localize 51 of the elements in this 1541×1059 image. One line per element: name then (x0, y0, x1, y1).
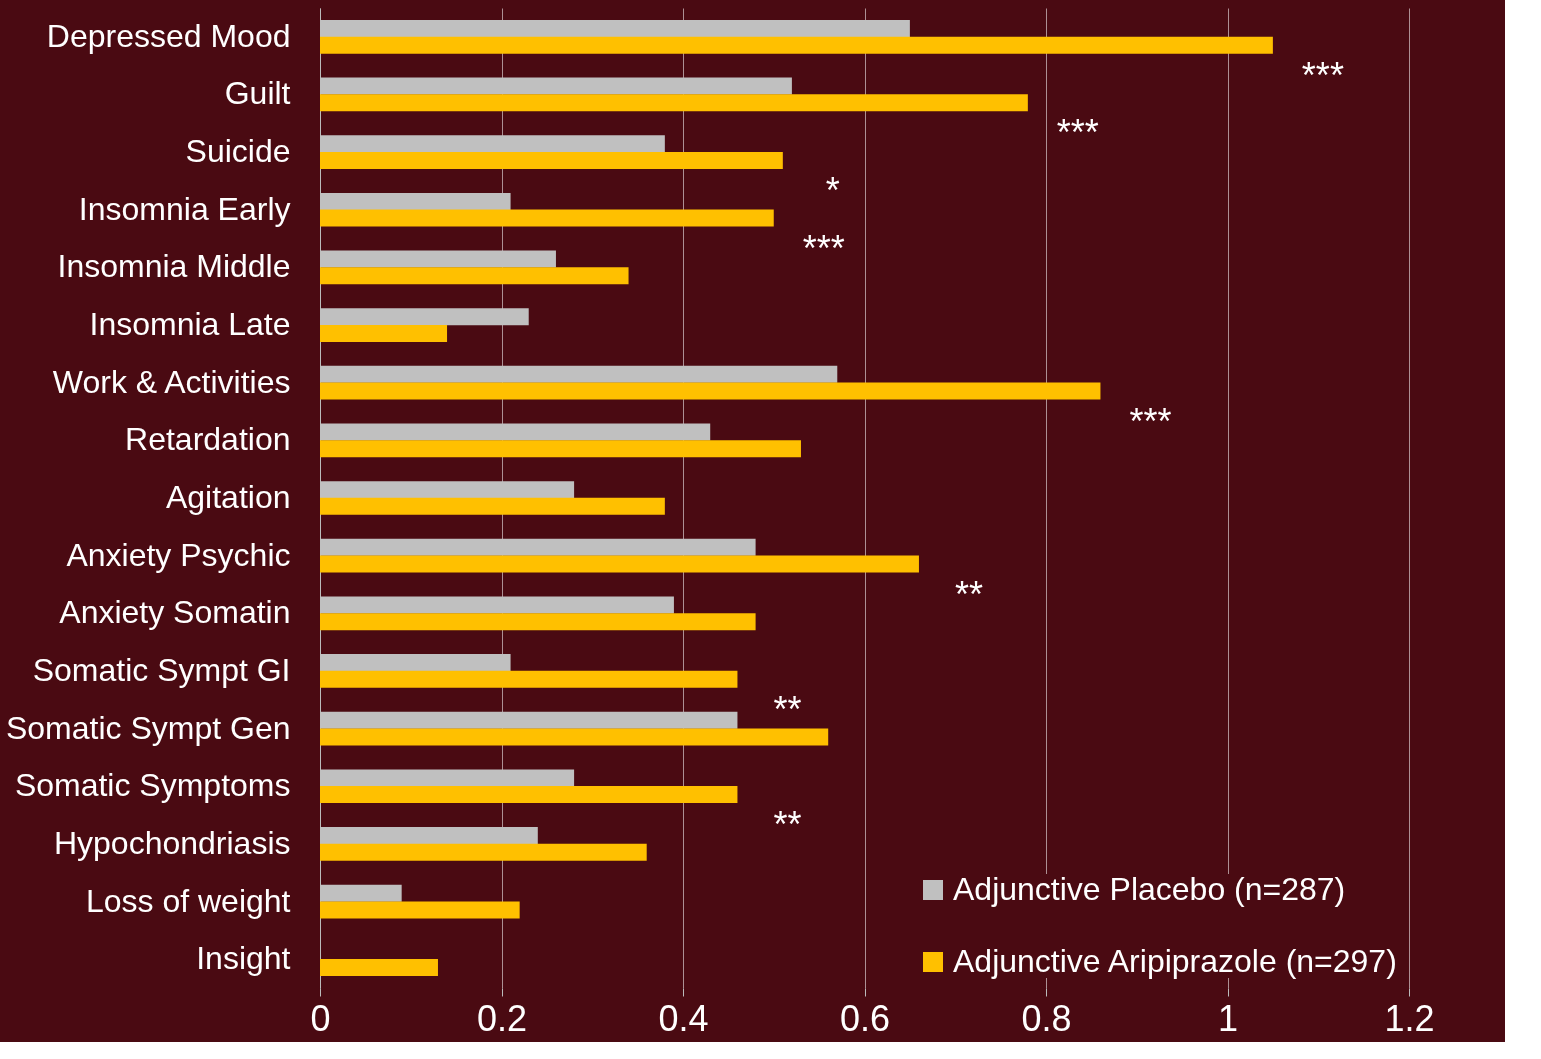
annotation: *** (802, 227, 845, 269)
y-tick-label: Insomnia Middle (57, 248, 291, 285)
x-tick-label: 0.8 (1021, 997, 1072, 1039)
y-tick-label: Suicide (185, 133, 291, 170)
bar (320, 36, 1273, 54)
bar (320, 613, 756, 631)
bar (320, 786, 738, 804)
y-tick-label: Insomnia Late (89, 306, 291, 343)
bar (320, 497, 665, 515)
y-tick-label: Somatic Sympt GI (32, 651, 291, 688)
annotation: ** (773, 804, 802, 846)
bar (320, 728, 829, 746)
annotation: ** (773, 688, 802, 730)
y-tick-label: Anxiety Somatin (59, 594, 291, 631)
y-tick-label: Agitation (165, 479, 291, 515)
y-tick-label: Somatic Sympt Gen (5, 709, 291, 746)
y-tick-label: Retardation (125, 421, 291, 458)
x-tick-label: 0 (310, 997, 331, 1039)
y-tick-label: Insight (196, 940, 291, 977)
x-tick-label: 0.2 (476, 997, 528, 1039)
annotation: * (825, 170, 840, 212)
bar (320, 94, 1028, 112)
annotation: *** (1056, 112, 1099, 154)
bar (320, 209, 774, 227)
annotation: *** (1129, 400, 1172, 442)
y-tick-label: Loss of weight (85, 882, 291, 919)
y-tick-label: Hypochondriasis (53, 824, 291, 861)
y-tick-label: Somatic Symptoms (14, 767, 291, 804)
x-tick-label: 0.6 (839, 997, 891, 1039)
bar (320, 901, 520, 919)
y-tick-label: Guilt (224, 75, 291, 112)
x-tick-label: 0.4 (658, 997, 709, 1039)
bar (320, 324, 448, 342)
x-tick-label: 1.2 (1384, 997, 1435, 1039)
bar (320, 440, 801, 458)
legend-label: Adjunctive Placebo (n=287) (953, 871, 1346, 907)
annotation: *** (1301, 54, 1344, 96)
x-tick-label: 1 (1217, 997, 1239, 1039)
bar (320, 843, 647, 861)
legend-label: Adjunctive Aripiprazole (n=297) (953, 943, 1397, 979)
y-tick-label: Anxiety Psychic (66, 536, 291, 573)
bar (320, 151, 783, 169)
bar (320, 382, 1101, 400)
bar (320, 267, 629, 285)
y-tick-label: Depressed Mood (46, 17, 291, 54)
annotation: ** (954, 573, 983, 615)
bar (320, 555, 919, 573)
bar (320, 670, 738, 688)
y-tick-label: Work & Activities (52, 363, 291, 400)
y-tick-label: Insomnia Early (78, 190, 291, 227)
bar (320, 959, 438, 977)
